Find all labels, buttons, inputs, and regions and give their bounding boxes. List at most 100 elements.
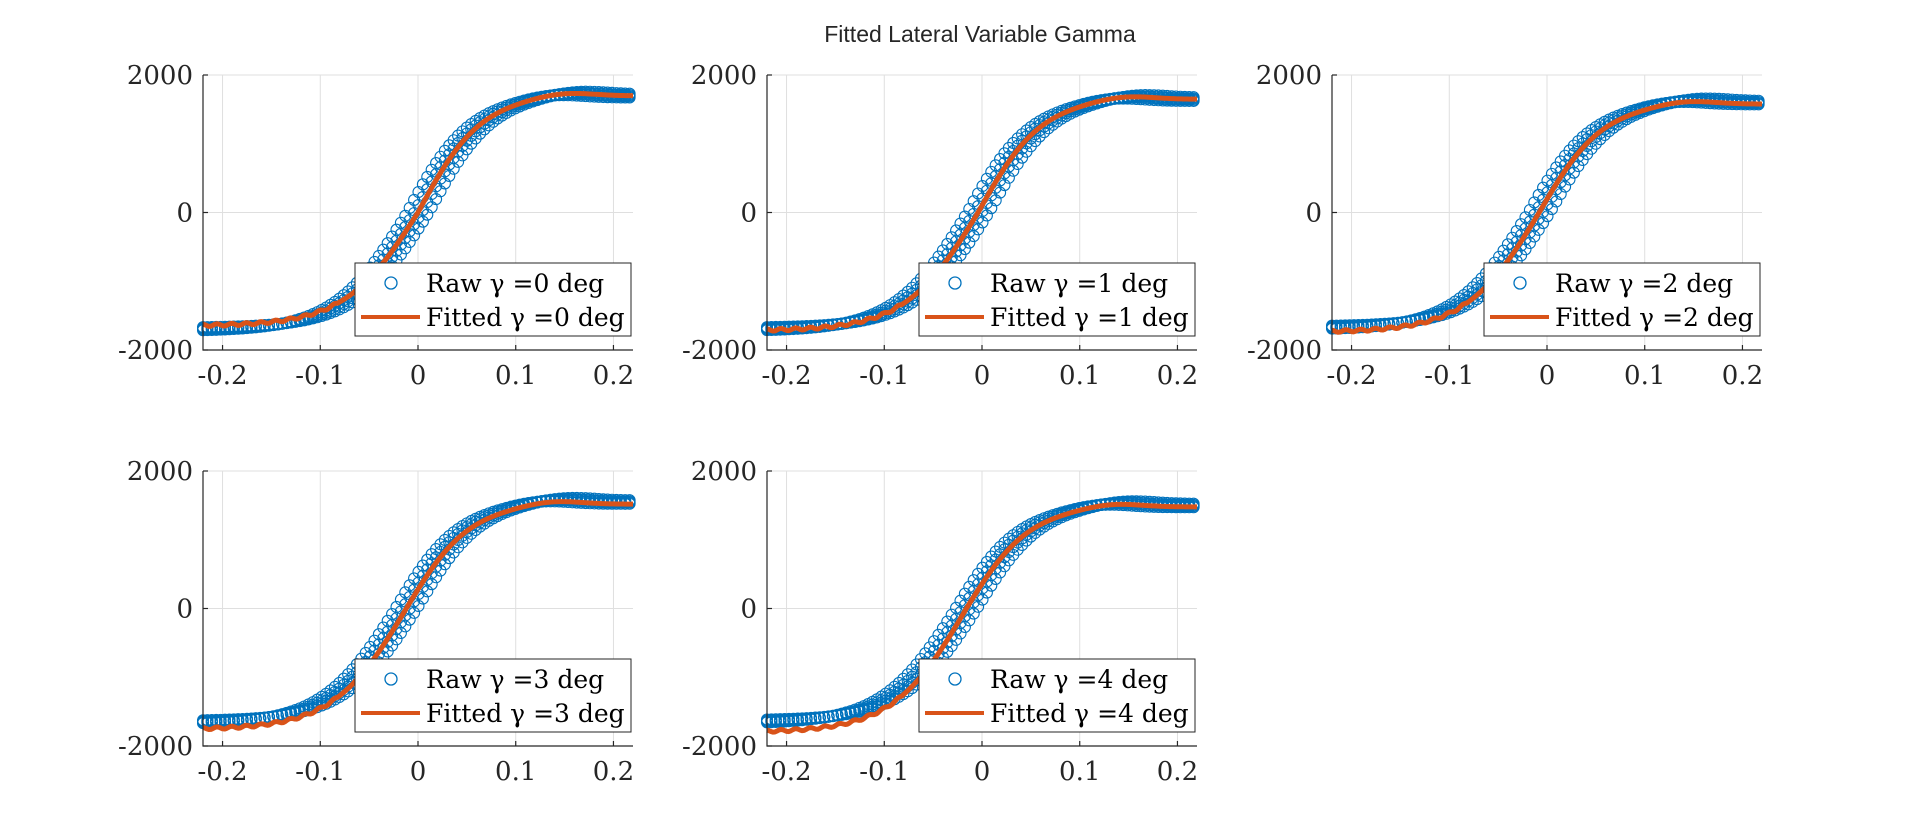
raw-marker	[425, 578, 438, 591]
raw-marker	[967, 607, 980, 620]
y-tick-label: 0	[740, 595, 757, 625]
x-tick-label: 0	[974, 361, 991, 391]
raw-marker	[416, 215, 429, 228]
raw-marker	[809, 711, 822, 724]
legend-fitted-label: Fitted γ =4 deg	[990, 699, 1189, 728]
raw-marker	[276, 317, 289, 330]
raw-marker	[1497, 244, 1510, 257]
x-tick-label: -0.2	[197, 757, 247, 787]
raw-marker	[412, 599, 425, 613]
raw-marker	[1466, 291, 1479, 304]
raw-marker	[1541, 174, 1554, 187]
raw-marker	[976, 593, 989, 606]
raw-marker	[1537, 217, 1550, 230]
raw-marker	[403, 579, 416, 592]
raw-marker	[791, 712, 804, 725]
legend-box	[1483, 262, 1761, 337]
y-tick-label: 0	[176, 199, 193, 229]
legend-raw-label: Raw γ =4 deg	[990, 665, 1168, 694]
x-tick-label: 0.2	[593, 757, 634, 787]
x-tick-label: -0.2	[761, 757, 811, 787]
raw-marker	[765, 713, 778, 726]
x-tick-label: 0.1	[1059, 361, 1100, 391]
raw-marker	[1554, 187, 1567, 201]
legend-fitted-label: Fitted γ =3 deg	[426, 699, 625, 728]
raw-marker	[447, 162, 460, 175]
raw-marker	[804, 319, 818, 332]
raw-marker	[985, 579, 998, 592]
raw-marker	[906, 681, 919, 695]
subplot-gamma-3: -0.2 -0.1 0 0.1 0.2 -2000 0 2000 Raw γ =3 deg Fit…	[118, 457, 636, 787]
raw-marker	[1572, 160, 1585, 173]
raw-marker	[1033, 130, 1046, 143]
raw-marker	[1528, 196, 1541, 209]
x-tick-label: -0.1	[295, 361, 345, 391]
raw-marker	[1515, 249, 1528, 262]
raw-marker	[989, 194, 1002, 207]
subplot-gamma-2: -0.2 -0.1 0 0.1 0.2 -2000 0 2000 Raw γ =2 deg Fit…	[1247, 61, 1765, 391]
raw-marker	[1690, 92, 1704, 105]
legend-raw-marker	[948, 276, 962, 290]
raw-marker	[1537, 181, 1550, 194]
series-fitted-line	[766, 94, 1198, 334]
raw-marker	[831, 709, 844, 722]
y-tick-label: -2000	[118, 732, 193, 762]
raw-marker	[386, 639, 399, 652]
y-tick-label: 2000	[691, 457, 757, 487]
subplot-gamma-4: -0.2 -0.1 0 0.1 0.2 -2000 0 2000 Raw γ =4 deg Fit…	[682, 457, 1200, 787]
raw-marker	[438, 558, 451, 571]
x-tick-label: 0.2	[593, 361, 634, 391]
raw-marker	[804, 711, 818, 724]
raw-marker	[438, 177, 451, 190]
x-tick-label: 0	[410, 361, 427, 391]
y-tick-label: 0	[740, 199, 757, 229]
legend-box	[354, 658, 632, 733]
x-tick-label: -0.1	[295, 757, 345, 787]
subplot-grid: -0.2 -0.1 0 0.1 0.2 -2000 0 2000 Raw γ =0 deg Fit…	[118, 61, 1765, 787]
raw-marker	[394, 593, 407, 606]
raw-marker	[377, 243, 390, 256]
legend-box	[918, 262, 1196, 337]
raw-marker	[923, 641, 936, 654]
raw-marker	[443, 169, 456, 182]
raw-marker	[844, 707, 857, 720]
x-tick-label: 0.1	[1624, 361, 1665, 391]
raw-marker	[372, 249, 385, 262]
y-tick-label: 2000	[691, 61, 757, 91]
raw-marker	[1501, 238, 1514, 251]
series-fitted-line	[202, 90, 634, 329]
raw-marker	[368, 634, 381, 647]
x-tick-label: 0	[1539, 361, 1556, 391]
raw-marker	[381, 237, 394, 250]
raw-marker	[796, 712, 809, 725]
raw-marker	[928, 635, 941, 648]
legend-raw-label: Raw γ =0 deg	[426, 269, 604, 298]
raw-marker	[1506, 231, 1519, 244]
x-tick-label: 0	[974, 757, 991, 787]
figure-title: Fitted Lateral Variable Gamma	[824, 21, 1136, 47]
raw-marker	[399, 242, 412, 255]
raw-marker	[967, 230, 980, 243]
legend: Raw γ =3 deg Fitted γ =3 deg	[354, 658, 632, 733]
raw-marker	[421, 208, 434, 221]
raw-marker	[1528, 230, 1541, 243]
raw-marker	[1413, 313, 1426, 327]
raw-marker	[390, 633, 403, 646]
raw-marker	[1563, 173, 1576, 186]
raw-marker	[434, 185, 447, 198]
series-fitted-line	[766, 501, 1198, 735]
raw-marker	[452, 155, 465, 168]
raw-marker	[474, 127, 487, 140]
legend-raw-label: Raw γ =1 deg	[990, 269, 1168, 298]
raw-marker	[218, 713, 232, 726]
x-tick-label: -0.2	[197, 361, 247, 391]
x-tick-label: 0	[410, 757, 427, 787]
y-tick-label: -2000	[682, 336, 757, 366]
y-tick-label: -2000	[682, 732, 757, 762]
x-tick-label: 0.1	[495, 757, 536, 787]
raw-marker	[364, 640, 377, 653]
raw-marker	[359, 646, 372, 659]
raw-marker	[989, 572, 1002, 585]
legend-box	[918, 658, 1196, 733]
raw-marker	[976, 216, 989, 229]
